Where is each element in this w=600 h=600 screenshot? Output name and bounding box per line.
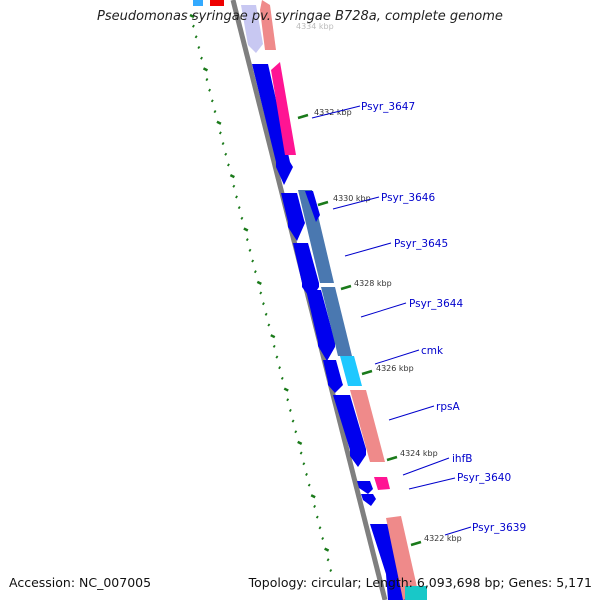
scale-tick bbox=[288, 408, 292, 412]
gene-label-psyr-3640: Psyr_3640 bbox=[457, 472, 511, 484]
cds-reverse-rpsA bbox=[350, 390, 385, 462]
scale-label-4326: 4326 kbp bbox=[376, 364, 414, 373]
gene-label-psyr-3647: Psyr_3647 bbox=[361, 101, 415, 113]
feature-bottom-clip bbox=[405, 586, 427, 600]
scale-tick bbox=[256, 280, 262, 285]
cds-reverse-ihfB bbox=[374, 477, 390, 490]
cds-forward-partial-top bbox=[241, 5, 263, 53]
scale-label-4330: 4330 kbp bbox=[333, 194, 371, 203]
scale-tick bbox=[237, 206, 241, 210]
scale-tick bbox=[191, 24, 195, 28]
scale-tick bbox=[324, 547, 330, 552]
scale-tick bbox=[326, 558, 330, 562]
cds-reverse-psyr-3646-tip bbox=[305, 191, 320, 222]
scale-tick bbox=[251, 259, 255, 263]
scale-tick bbox=[318, 526, 322, 530]
scale-tick bbox=[218, 131, 222, 135]
scale-tick bbox=[283, 387, 289, 392]
cds-forward-psyr-3647 bbox=[252, 64, 293, 185]
scale-tick bbox=[310, 494, 316, 499]
scale-tick bbox=[248, 248, 252, 252]
scale-label-4322: 4322 kbp bbox=[424, 534, 462, 543]
cds-forward-psyr-3644 bbox=[306, 290, 335, 361]
scale-tick bbox=[278, 366, 282, 370]
gene-label-psyr-3644: Psyr_3644 bbox=[409, 298, 463, 310]
accession-text: Accession: NC_007005 bbox=[9, 575, 152, 590]
scale-label-4328: 4328 kbp bbox=[354, 279, 392, 288]
scale-tick bbox=[321, 536, 325, 541]
scale-tick bbox=[245, 238, 249, 242]
cds-reverse-partial-top bbox=[260, 0, 276, 50]
cds-reverse-psyr-3644 bbox=[321, 287, 352, 356]
scale-tick bbox=[261, 302, 265, 306]
scale-tick bbox=[313, 504, 317, 509]
scale-tick bbox=[229, 173, 235, 179]
scale-tick bbox=[286, 398, 290, 402]
scale-tick bbox=[235, 195, 238, 199]
scale-tick bbox=[243, 227, 249, 232]
scale-tick bbox=[221, 142, 225, 146]
scale-tick bbox=[270, 334, 276, 339]
scale-tick bbox=[205, 77, 209, 82]
cds-forward-cmk bbox=[323, 360, 343, 393]
feature-top-clip-blue bbox=[193, 0, 203, 6]
scale-tick bbox=[307, 483, 311, 487]
gene-label-psyr-3639: Psyr_3639 bbox=[472, 522, 526, 534]
cds-forward-psyr-3646 bbox=[281, 193, 305, 241]
gene-label-ihfB: ihfB bbox=[452, 453, 472, 465]
cds-forward-ihfB bbox=[357, 481, 373, 494]
scale-tick bbox=[267, 323, 271, 327]
scale-tick bbox=[315, 515, 319, 519]
scale-tick bbox=[305, 472, 308, 476]
scale-tick bbox=[272, 344, 276, 348]
genome-summary-text: Topology: circular; Length: 6,093,698 bp… bbox=[248, 575, 592, 590]
major-ticks bbox=[297, 113, 422, 547]
scale-label-4334: 4334 kbp bbox=[296, 22, 334, 31]
cds-reverse-psyr-3647 bbox=[271, 62, 296, 155]
scale-tick bbox=[208, 88, 212, 92]
feature-top-clip-red bbox=[210, 0, 224, 6]
scale-tick bbox=[224, 152, 228, 156]
scale-tick bbox=[226, 163, 230, 167]
scale-tick bbox=[213, 110, 217, 114]
cds-forward-psyr-3640 bbox=[361, 494, 376, 506]
scale-tick bbox=[232, 184, 236, 188]
cds-reverse-psyr-3646 bbox=[298, 190, 334, 283]
scale-tick bbox=[297, 440, 303, 446]
gene-label-psyr-3645: Psyr_3645 bbox=[394, 238, 448, 250]
scale-tick bbox=[280, 376, 284, 380]
scale-tick bbox=[216, 120, 222, 125]
scale-tick bbox=[259, 291, 263, 295]
label-leaders bbox=[311, 105, 472, 536]
gene-label-cmk: cmk bbox=[421, 345, 444, 357]
map-title: Pseudomonas syringae pv. syringae B728a,… bbox=[97, 9, 503, 24]
scale-tick bbox=[291, 419, 295, 423]
scale-tick bbox=[189, 13, 195, 19]
scale-tick bbox=[210, 99, 214, 103]
cds-reverse-psyr-3639 bbox=[386, 516, 419, 600]
cds-forward-psyr-3639 bbox=[370, 524, 406, 600]
gene-label-rpsA: rpsA bbox=[436, 401, 460, 413]
gene-label-psyr-3646: Psyr_3646 bbox=[381, 192, 435, 204]
scale-tick bbox=[240, 216, 244, 220]
scale-tick bbox=[275, 355, 279, 359]
cds-forward-psyr-3645 bbox=[293, 243, 319, 299]
scale-tick bbox=[197, 45, 201, 50]
cds-reverse-cmk bbox=[340, 356, 362, 386]
scale-tick bbox=[253, 270, 257, 274]
scale-tick-track bbox=[189, 13, 333, 573]
scale-tick bbox=[202, 67, 209, 72]
scale-tick bbox=[329, 568, 333, 573]
scale-tick bbox=[299, 451, 303, 455]
scale-tick bbox=[264, 312, 268, 316]
scale-label-4324: 4324 kbp bbox=[400, 449, 438, 458]
cds-forward-rpsA bbox=[333, 395, 366, 467]
scale-tick bbox=[294, 430, 298, 434]
scale-tick bbox=[302, 462, 306, 466]
scale-tick bbox=[194, 35, 198, 39]
scale-tick bbox=[200, 56, 203, 60]
